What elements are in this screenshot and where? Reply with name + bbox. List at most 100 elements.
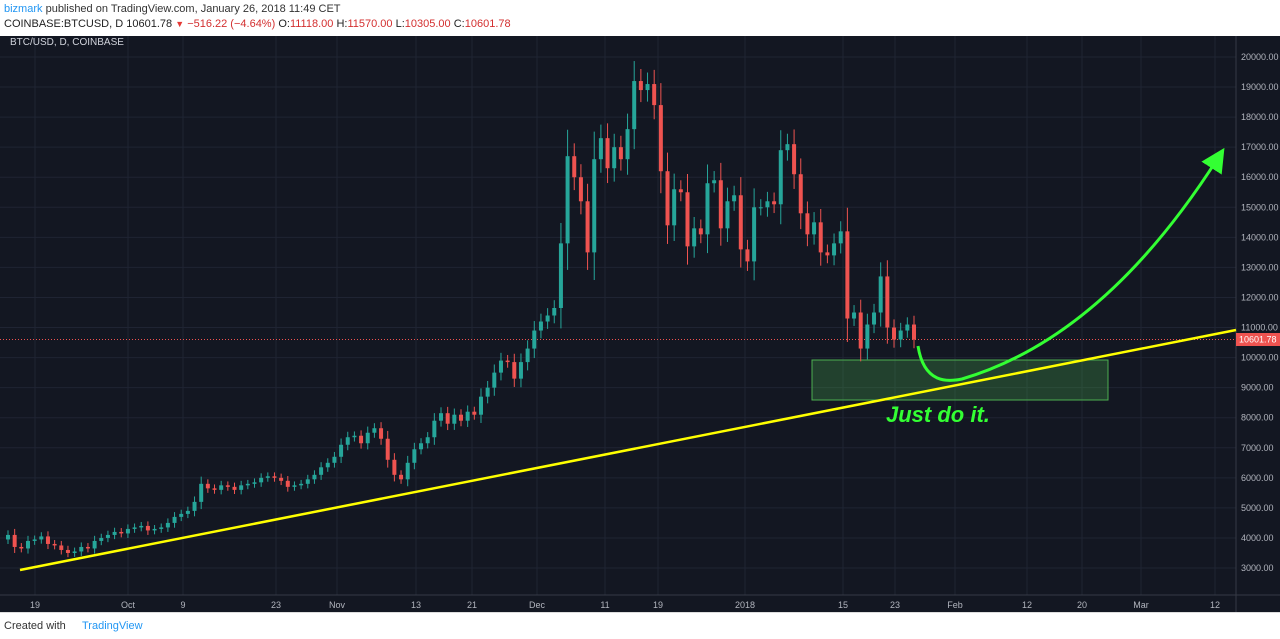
candle-body bbox=[645, 84, 650, 91]
candle bbox=[525, 340, 530, 371]
symbol-label: COINBASE:BTCUSD, D bbox=[4, 18, 124, 30]
candle bbox=[618, 135, 623, 171]
candle bbox=[399, 470, 404, 484]
candle bbox=[905, 317, 910, 338]
candle-body bbox=[805, 213, 810, 235]
candle-body bbox=[905, 324, 910, 331]
candle bbox=[532, 321, 537, 359]
candle bbox=[379, 422, 384, 445]
tradingview-logo-link[interactable]: TradingView bbox=[82, 620, 143, 632]
candle-body bbox=[239, 485, 244, 490]
candle bbox=[232, 482, 237, 495]
price-chart[interactable]: BTC/USD, D, COINBASE 3000.00 4000.00 5000.… bbox=[0, 36, 1280, 612]
candle-body bbox=[325, 462, 330, 468]
candle-body bbox=[439, 413, 444, 421]
candle bbox=[632, 61, 637, 150]
candle bbox=[345, 431, 350, 451]
candle-body bbox=[492, 372, 497, 388]
time-tick-label: Feb bbox=[947, 600, 963, 610]
candle bbox=[385, 430, 390, 468]
candle bbox=[512, 353, 517, 387]
candle bbox=[898, 322, 903, 348]
candle-body bbox=[712, 180, 717, 184]
candle-body bbox=[578, 177, 583, 202]
candle bbox=[712, 171, 717, 193]
candle bbox=[259, 473, 264, 487]
candle-body bbox=[618, 147, 623, 160]
author-link[interactable]: bizmark bbox=[4, 3, 43, 15]
projection-arrow[interactable] bbox=[916, 147, 1225, 382]
candle bbox=[492, 364, 497, 396]
candle bbox=[472, 406, 477, 420]
candle bbox=[752, 188, 757, 281]
price-tick-label: 5000.00 bbox=[1241, 503, 1274, 513]
time-tick-label: 13 bbox=[411, 600, 421, 610]
candle-body bbox=[732, 195, 737, 202]
candle bbox=[205, 479, 210, 493]
candle-body bbox=[858, 312, 863, 349]
grid-lines bbox=[0, 36, 1236, 595]
candle-body bbox=[252, 482, 257, 484]
candle bbox=[565, 129, 570, 270]
candle-body bbox=[865, 324, 870, 349]
candle bbox=[518, 353, 523, 388]
candle bbox=[705, 164, 710, 254]
candle bbox=[405, 455, 410, 487]
candle-body bbox=[52, 543, 57, 546]
candle-body bbox=[6, 534, 10, 540]
candle-body bbox=[678, 189, 683, 193]
candle-body bbox=[119, 531, 124, 534]
candle-body bbox=[852, 312, 857, 319]
candle bbox=[558, 222, 563, 329]
trendline[interactable] bbox=[19, 328, 1237, 572]
candle-body bbox=[472, 411, 477, 415]
time-tick-label: 2018 bbox=[735, 600, 755, 610]
candle-body bbox=[19, 546, 24, 549]
candle-body bbox=[658, 105, 663, 172]
candle bbox=[265, 472, 270, 482]
candle-body bbox=[498, 360, 503, 373]
candle bbox=[432, 413, 437, 445]
time-tick-label: Nov bbox=[329, 600, 346, 610]
candle-body bbox=[605, 138, 610, 169]
candle bbox=[212, 484, 217, 494]
price-tick-label: 7000.00 bbox=[1241, 443, 1274, 453]
candle-body bbox=[292, 485, 297, 487]
candle-body bbox=[625, 129, 630, 160]
candle bbox=[798, 158, 803, 230]
candle bbox=[139, 522, 144, 532]
candle-body bbox=[832, 243, 837, 256]
candle bbox=[32, 535, 37, 545]
candle bbox=[445, 406, 450, 431]
candle bbox=[359, 430, 364, 449]
candle-body bbox=[892, 327, 897, 340]
candle bbox=[19, 543, 24, 553]
candle-body bbox=[432, 420, 437, 438]
price-tick-label: 4000.00 bbox=[1241, 533, 1274, 543]
candle bbox=[838, 221, 843, 254]
candle-body bbox=[219, 485, 224, 490]
candle bbox=[718, 162, 723, 246]
candle-body bbox=[592, 159, 597, 253]
candle-body bbox=[465, 411, 470, 421]
candle bbox=[732, 185, 737, 211]
candle-body bbox=[838, 231, 843, 244]
candle-body bbox=[139, 525, 144, 528]
candle bbox=[832, 233, 837, 266]
candle bbox=[885, 260, 890, 344]
candle-body bbox=[765, 201, 770, 208]
candle bbox=[825, 244, 830, 264]
chart-area[interactable]: BTC/USD, D, COINBASE 3000.00 4000.00 5000.… bbox=[0, 36, 1280, 612]
candle bbox=[625, 113, 630, 175]
candle-body bbox=[272, 476, 277, 478]
candle bbox=[45, 531, 50, 550]
open-value: 11118.00 bbox=[289, 18, 334, 30]
candle-body bbox=[205, 483, 210, 489]
candle-body bbox=[199, 483, 204, 502]
candle bbox=[92, 535, 97, 554]
time-tick-label: Dec bbox=[529, 600, 546, 610]
candle-body bbox=[445, 413, 450, 424]
candle-body bbox=[778, 150, 783, 205]
candle-body bbox=[758, 207, 763, 209]
candle bbox=[372, 423, 377, 438]
